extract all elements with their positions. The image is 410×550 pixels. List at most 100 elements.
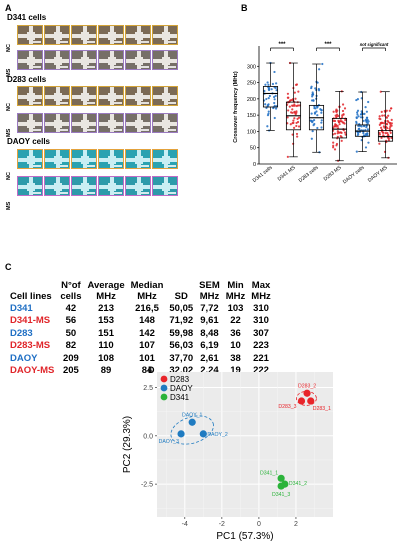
data-point <box>365 110 368 113</box>
pca-point-label: D283_2 <box>298 383 316 389</box>
table-cell: 103 <box>227 303 244 314</box>
data-point <box>320 109 323 112</box>
data-point <box>296 104 300 107</box>
data-point <box>364 146 368 149</box>
x-tick-label: -2 <box>219 521 225 528</box>
electrode-c <box>27 32 35 40</box>
electrode-image <box>125 113 151 133</box>
header-sd: SD <box>174 291 188 302</box>
electrode-c <box>27 93 35 101</box>
data-point <box>292 121 295 124</box>
electrode-image <box>44 176 70 196</box>
electrode-c <box>108 183 116 191</box>
data-point <box>378 123 381 126</box>
electrode-c <box>81 120 89 128</box>
data-point <box>355 111 359 114</box>
table-cell: 153 <box>98 315 114 327</box>
table-cell: 89 <box>100 365 112 377</box>
electrode-tag <box>168 102 176 104</box>
box <box>377 130 394 142</box>
electrode-tag <box>87 192 95 194</box>
data-point <box>337 119 340 122</box>
data-point <box>294 97 297 100</box>
data-point <box>332 144 335 147</box>
data-point <box>387 133 390 136</box>
data-point <box>295 83 299 86</box>
electrode-image <box>152 86 178 106</box>
d341-group-title: D341 cells <box>7 13 47 22</box>
box <box>262 86 279 108</box>
data-point <box>386 131 389 135</box>
data-point <box>363 112 366 115</box>
electrode-image <box>44 149 70 169</box>
data-point <box>381 131 385 134</box>
table-row: D283 50 151 142 59,98 8,48 36 307 <box>7 328 274 340</box>
data-point <box>293 110 296 113</box>
y-tick-label: -2.5 <box>141 482 153 489</box>
electrode-tag <box>60 102 68 104</box>
data-point <box>383 114 386 117</box>
table-cell: 59,98 <box>169 327 194 339</box>
electrode-tag <box>141 102 149 104</box>
electrode-c <box>135 57 143 65</box>
data-point <box>267 97 270 100</box>
data-point <box>341 109 345 113</box>
table-cell: 2,61 <box>200 352 219 364</box>
electrode-image <box>152 25 178 45</box>
data-point <box>293 117 296 120</box>
electrode-tag <box>33 129 41 131</box>
pca-point-label: D283_1 <box>313 406 331 412</box>
data-point <box>362 119 365 122</box>
x-tick-label: DAOY MS <box>367 164 389 183</box>
table-cell: 205 <box>62 365 79 377</box>
d341-nc-row <box>17 25 178 45</box>
electrode-tag <box>141 66 149 68</box>
data-point <box>389 123 392 126</box>
table-cell: 222 <box>253 365 269 377</box>
data-point <box>266 125 269 128</box>
electrode-image <box>71 25 97 45</box>
data-point <box>366 128 369 131</box>
electrode-tag <box>114 102 122 104</box>
electrode-tag <box>114 129 122 131</box>
table-cell: 142 <box>139 327 155 339</box>
data-point <box>295 124 298 128</box>
data-point <box>318 68 321 71</box>
data-point <box>339 134 342 138</box>
data-point <box>321 62 324 66</box>
electrode-tag <box>141 192 149 194</box>
data-point <box>365 116 369 119</box>
data-point <box>380 136 383 139</box>
pca-point <box>303 389 311 397</box>
table-cell: 151 <box>98 327 114 339</box>
data-point <box>357 115 360 118</box>
electrode-c <box>135 93 143 101</box>
data-point <box>317 89 321 92</box>
box <box>331 118 348 139</box>
data-point <box>310 112 313 115</box>
data-point <box>268 86 271 90</box>
data-point <box>356 113 359 116</box>
electrode-c <box>27 183 35 191</box>
electrode-c <box>135 120 143 128</box>
electrode-image <box>17 113 43 133</box>
pca-point <box>199 430 207 438</box>
electrode-c <box>54 183 62 191</box>
data-point <box>337 114 340 118</box>
data-point <box>311 130 314 133</box>
box <box>285 101 302 131</box>
table-header-row: Cell lines N°of cells Average MHz Median MH… <box>7 279 274 303</box>
electrode-image <box>125 25 151 45</box>
data-point <box>295 111 298 114</box>
panel-d-letter: D <box>148 365 155 375</box>
table-header: SD <box>166 279 196 303</box>
data-point <box>273 95 276 99</box>
header-n-line2: cells <box>60 291 82 302</box>
electrode-c <box>81 57 89 65</box>
data-point <box>310 86 313 90</box>
d283-ms-label: MS <box>6 128 12 137</box>
table-header: Average MHz <box>84 279 127 303</box>
d283-group-title: D283 cells <box>7 75 47 84</box>
electrode-image <box>98 25 124 45</box>
y-tick-label: 200 <box>247 97 256 103</box>
